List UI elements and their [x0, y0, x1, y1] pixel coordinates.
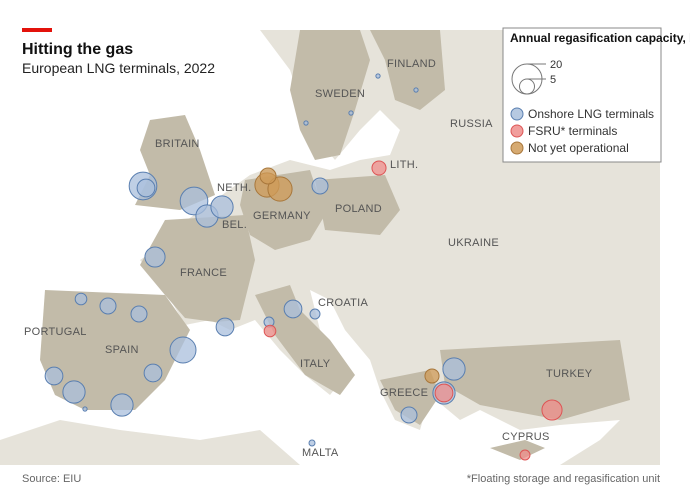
terminal-bubble [308, 439, 316, 447]
terminal-bubble [99, 297, 117, 315]
terminal-bubble [267, 176, 293, 202]
country-label: POLAND [335, 203, 382, 215]
size-label: 5 [550, 74, 556, 86]
terminal-bubble [143, 363, 163, 383]
terminal-bubble [82, 406, 88, 412]
country-label: RUSSIA [450, 118, 493, 130]
terminal-bubble [144, 246, 166, 268]
terminal-bubble [215, 317, 235, 337]
terminal-bubble [283, 299, 303, 319]
country-label: TURKEY [546, 368, 593, 380]
legend-entry: Not yet operational [528, 141, 629, 155]
legend-swatch [510, 141, 524, 155]
country-label: SWEDEN [315, 88, 365, 100]
terminal-bubble [541, 399, 563, 421]
country-label: NETH. [217, 182, 252, 194]
country-label: PORTUGAL [24, 326, 87, 338]
country-label: CYPRUS [502, 431, 550, 443]
terminal-bubble [311, 177, 329, 195]
country-label: CROATIA [318, 297, 369, 309]
terminal-bubble [74, 292, 88, 306]
legend-box [502, 27, 662, 163]
terminal-bubble [371, 160, 387, 176]
source: Source: EIU [22, 473, 81, 485]
terminal-bubble [169, 336, 197, 364]
terminal-bubble [309, 308, 321, 320]
legend-entry: FSRU* terminals [528, 124, 617, 138]
country-label: FRANCE [180, 267, 227, 279]
country-label: BRITAIN [155, 138, 200, 150]
terminal-bubble [130, 305, 148, 323]
terminal-bubble [210, 195, 234, 219]
country-label: GREECE [380, 387, 428, 399]
terminal-bubble [375, 73, 381, 79]
country-label: MALTA [302, 447, 339, 459]
terminal-bubble [348, 110, 354, 116]
terminal-bubble [413, 87, 419, 93]
terminal-bubble [434, 383, 454, 403]
country-label: LITH. [390, 159, 418, 171]
title: Hitting the gas [22, 41, 133, 58]
terminal-bubble [62, 380, 86, 404]
country-label: BEL. [222, 219, 247, 231]
terminal-bubble [442, 357, 466, 381]
footnote: *Floating storage and regasification uni… [467, 473, 660, 485]
subtitle: European LNG terminals, 2022 [22, 60, 215, 76]
legend-swatch [510, 107, 524, 121]
size-label: 20 [550, 59, 562, 71]
brand-bar [22, 28, 52, 32]
terminal-bubble [44, 366, 64, 386]
legend: Annual regasification capacity, bn m3 20… [502, 27, 690, 163]
legend-swatch [510, 124, 524, 138]
country-label: FINLAND [387, 58, 436, 70]
terminal-bubble [259, 167, 277, 185]
terminal-bubble [519, 449, 531, 461]
terminal-bubble [424, 368, 440, 384]
country-label: UKRAINE [448, 237, 499, 249]
country-label: GERMANY [253, 210, 311, 222]
legend-title-text: Annual regasification capacity, bn m3 [510, 31, 690, 45]
terminal-bubble [136, 178, 156, 198]
legend-entry: Onshore LNG terminals [528, 107, 654, 121]
terminal-bubble [263, 324, 277, 338]
terminal-bubble [110, 393, 134, 417]
country-label: SPAIN [105, 344, 139, 356]
legend-title: Annual regasification capacity, bn m3 [510, 31, 690, 45]
country-label: ITALY [300, 358, 331, 370]
terminal-bubble [303, 120, 309, 126]
terminal-bubble [400, 406, 418, 424]
